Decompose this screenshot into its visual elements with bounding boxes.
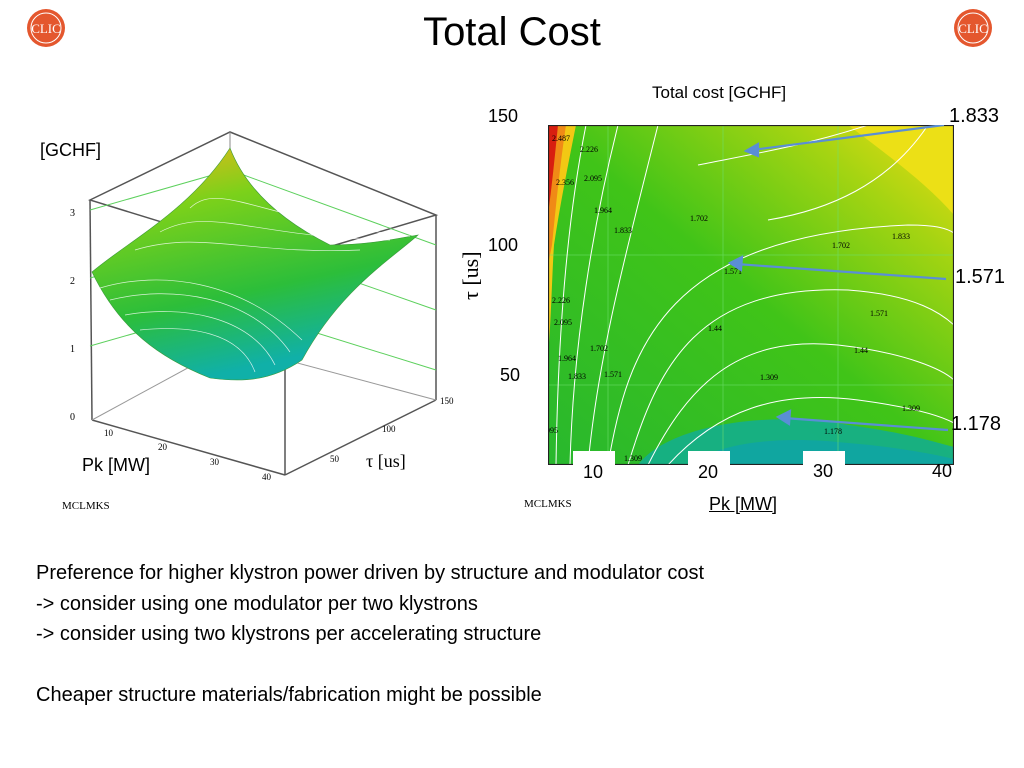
contour-label: 2.226	[552, 296, 570, 305]
contour-xlabel: Pk [MW]	[709, 494, 777, 514]
z-tick: 0	[70, 412, 75, 423]
cost-surface	[91, 147, 419, 381]
contour-ytick-150: 150	[488, 106, 519, 126]
contour-xtick-30: 30	[813, 461, 834, 481]
clic-logo-right: CLIC	[953, 8, 993, 48]
y-tick: 50	[330, 454, 340, 464]
contour-label: 1.178	[824, 427, 842, 436]
contour-label: 2.487	[552, 134, 570, 143]
svg-text:CLIC: CLIC	[958, 21, 988, 36]
contour-label: 1.702	[590, 344, 608, 353]
x-tick: 40	[262, 472, 272, 482]
z-tick: 1	[70, 344, 75, 355]
contour-label: 1.571	[724, 267, 742, 276]
slide-text: Preference for higher klystron power dri…	[36, 558, 704, 710]
contour-label: 1.309	[624, 454, 642, 463]
contour-label: 1.571	[870, 309, 888, 318]
text-line: -> consider using two klystrons per acce…	[36, 623, 542, 645]
contour-label: 2.356	[556, 178, 574, 187]
contour-label: 1.702	[690, 214, 708, 223]
contour-label: 1.702	[832, 241, 850, 250]
callout-1571: 1.571	[955, 266, 1006, 288]
y-tick: 150	[440, 396, 454, 406]
clic-logo-left: CLIC	[26, 8, 66, 48]
callout-1178: 1.178	[951, 413, 1002, 435]
contour-label: 2.095	[584, 174, 602, 183]
contour-label: 2.095	[554, 318, 572, 327]
surface-xlabel: Pk [MW]	[82, 455, 150, 475]
contour-label: 1.833	[568, 372, 586, 381]
contour-label: 1.309	[760, 373, 778, 382]
callout-1833: 1.833	[949, 105, 1000, 127]
z-tick: 2	[70, 276, 75, 287]
surface-zlabel: [GCHF]	[40, 140, 101, 160]
contour-label: 1.833	[892, 232, 910, 241]
contour-label: 1.964	[594, 206, 612, 215]
contour-labels: 2.487 2.356 2.226 2.095 1.964 1.833 1.70…	[548, 134, 920, 463]
svg-text:CLIC: CLIC	[31, 21, 61, 36]
contour-label: 1.309	[902, 404, 920, 413]
contour-label: 1.833	[614, 226, 632, 235]
contour-label: 1.44	[854, 346, 868, 355]
contour-label: 1.964	[558, 354, 576, 363]
x-tick: 20	[158, 442, 168, 452]
slide-title: Total Cost	[423, 10, 601, 54]
text-line: Cheaper structure materials/fabrication …	[36, 683, 542, 706]
callout-arrows	[727, 125, 949, 432]
x-tick: 30	[210, 457, 220, 467]
y-tick: 100	[382, 424, 396, 434]
surface-source: MCLMKS	[62, 500, 110, 512]
contour-label: 2.226	[580, 145, 598, 154]
surface-plot: 3 2 1 0 10 20 30 40 50 100 150	[70, 131, 454, 482]
contour-ytick-100: 100	[488, 235, 519, 255]
contour-xtick-20: 20	[698, 462, 719, 482]
contour-ylabel: τ [us]	[458, 251, 483, 300]
text-line: Preference for higher klystron power dri…	[36, 562, 705, 584]
x-tick: 10	[104, 428, 114, 438]
surface-ylabel: τ [us]	[366, 451, 406, 471]
z-tick: 3	[70, 208, 75, 219]
contour-label: 2.095	[548, 426, 558, 435]
contour-source: MCLMKS	[524, 498, 572, 510]
text-line: -> consider using one modulator per two …	[36, 592, 478, 615]
contour-label: 1.44	[708, 324, 722, 333]
contour-ytick-50: 50	[500, 365, 521, 385]
contour-xtick-10: 10	[583, 462, 604, 482]
contour-plot: 2.487 2.356 2.226 2.095 1.964 1.833 1.70…	[548, 125, 954, 465]
contour-title: Total cost [GCHF]	[652, 83, 787, 102]
contour-label: 1.571	[604, 370, 622, 379]
contour-xtick-40: 40	[932, 461, 953, 481]
